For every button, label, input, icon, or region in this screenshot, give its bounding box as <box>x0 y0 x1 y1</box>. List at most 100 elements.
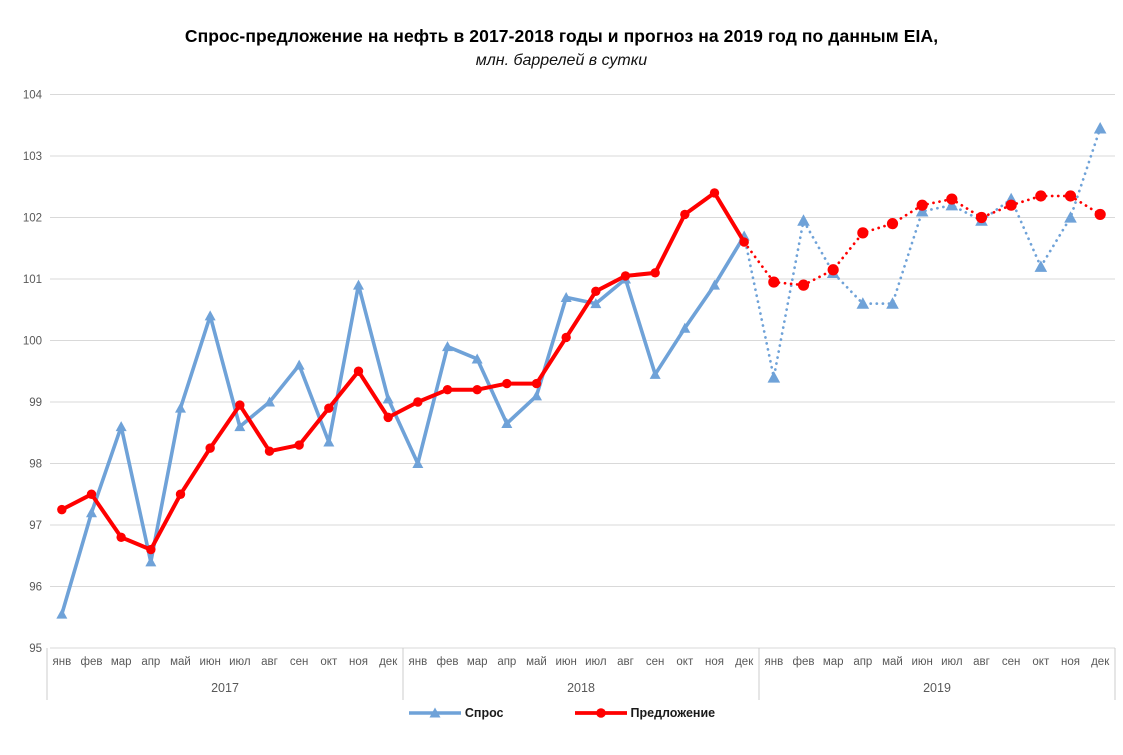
gridlines <box>50 94 1115 649</box>
demand-marker <box>886 297 899 309</box>
month-tick-label: окт <box>1032 656 1050 668</box>
month-tick-label: авг <box>261 656 278 668</box>
demand-marker <box>56 608 68 619</box>
demand-marker <box>412 458 424 469</box>
month-tick-label: ноя <box>705 656 724 668</box>
demand-marker <box>234 421 246 432</box>
year-label: 2019 <box>923 681 951 695</box>
supply-marker <box>1005 199 1017 211</box>
supply-marker <box>146 544 156 555</box>
demand-marker <box>145 556 157 567</box>
month-tick-label: янв <box>408 656 427 668</box>
supply-marker <box>975 211 988 224</box>
demand-marker <box>382 393 394 404</box>
year-label: 2018 <box>567 681 595 695</box>
supply-marker <box>946 193 958 205</box>
month-tick-label: окт <box>676 656 694 668</box>
demand-marker <box>175 402 186 413</box>
month-tick-label: июл <box>941 656 963 668</box>
month-tick-label: окт <box>320 656 338 668</box>
month-tick-label: дек <box>379 656 398 668</box>
legend-item-demand: Спрос <box>408 706 504 720</box>
year-label: 2017 <box>211 681 239 695</box>
supply-marker <box>797 279 810 291</box>
demand-marker <box>1034 260 1048 272</box>
supply-marker <box>620 271 631 281</box>
demand-marker <box>1093 122 1107 134</box>
supply-marker <box>1035 190 1047 202</box>
month-tick-label: ноя <box>1061 656 1080 668</box>
demand-marker <box>649 368 661 379</box>
supply-marker <box>916 199 928 211</box>
supply-marker <box>886 218 899 230</box>
supply-marker <box>857 227 869 239</box>
series-lines <box>56 122 1107 619</box>
month-tick-label: июн <box>911 656 932 668</box>
supply-marker <box>175 489 186 499</box>
demand-marker <box>590 298 602 309</box>
supply-marker <box>1094 208 1106 221</box>
demand-marker <box>856 297 870 309</box>
demand-marker <box>560 291 572 302</box>
demand-marker <box>353 279 364 290</box>
supply-marker <box>235 400 245 410</box>
month-tick-label: сен <box>646 656 665 668</box>
legend-item-supply: Предложение <box>574 706 716 720</box>
demand-marker <box>204 310 216 321</box>
supply-marker <box>205 443 215 453</box>
month-tick-label: фев <box>437 656 459 668</box>
supply-marker <box>324 403 334 413</box>
month-tick-label: дек <box>735 656 754 668</box>
y-tick-label: 100 <box>23 336 42 348</box>
month-tick-label: май <box>882 656 903 668</box>
month-tick-label: июн <box>555 656 576 668</box>
supply-marker <box>353 366 364 376</box>
month-tick-label: авг <box>973 656 990 668</box>
chart-title: Спрос-предложение на нефть в 2017-2018 г… <box>184 26 939 46</box>
demand-line-solid <box>60 234 746 615</box>
supply-marker <box>709 188 720 198</box>
supply-marker <box>86 489 97 499</box>
supply-line-circle-icon <box>574 708 627 718</box>
month-tick-label: апр <box>497 656 516 668</box>
demand-marker <box>531 390 542 401</box>
month-tick-label: янв <box>764 656 783 668</box>
demand-line-triangle-icon <box>408 707 461 718</box>
demand-marker <box>767 371 781 383</box>
demand-marker <box>1064 211 1077 223</box>
demand-marker <box>501 418 513 429</box>
demand-marker <box>709 279 720 290</box>
demand-marker <box>471 353 483 364</box>
demand-marker <box>323 436 335 447</box>
month-tick-label: июн <box>199 656 220 668</box>
month-tick-label: мар <box>111 656 132 668</box>
y-tick-label: 97 <box>29 520 42 532</box>
month-tick-label: янв <box>52 656 71 668</box>
supply-marker <box>383 412 393 423</box>
supply-marker <box>680 209 690 220</box>
month-tick-label: мар <box>467 656 488 668</box>
supply-marker <box>413 397 423 407</box>
month-tick-label: сен <box>1002 656 1021 668</box>
supply-marker <box>472 385 482 395</box>
month-tick-label: фев <box>793 656 815 668</box>
supply-marker <box>294 440 304 450</box>
demand-marker <box>264 396 275 407</box>
month-tick-label: апр <box>853 656 872 668</box>
supply-marker <box>827 264 839 276</box>
y-tick-label: 96 <box>29 582 42 594</box>
y-tick-label: 104 <box>23 90 43 102</box>
month-tick-label: дек <box>1091 656 1110 668</box>
month-tick-label: авг <box>617 656 634 668</box>
supply-line-solid <box>60 190 746 552</box>
month-tick-label: апр <box>141 656 160 668</box>
month-tick-label: фев <box>81 656 103 668</box>
supply-marker <box>650 268 660 278</box>
legend-label-supply: Предложение <box>630 706 716 720</box>
y-axis-labels: 95 96 97 98 99 100 101 102 103 104 <box>23 90 43 656</box>
month-tick-label: июл <box>585 656 607 668</box>
y-tick-label: 95 <box>29 643 42 655</box>
x-axis-labels: янв фев мар апр май июн июл авг сен окт ноя дек янв ф… <box>46 648 1116 700</box>
supply-marker <box>116 532 126 542</box>
supply-marker <box>561 332 571 343</box>
